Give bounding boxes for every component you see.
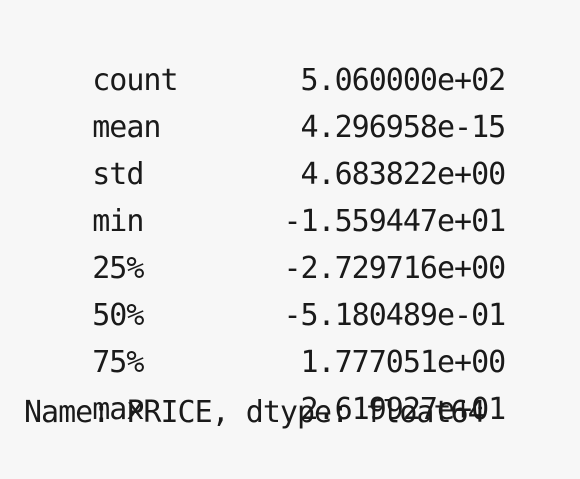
stat-label: 50%	[92, 298, 144, 333]
stat-label: mean	[92, 110, 161, 145]
stat-row-75: 75% 1.777051e+00	[24, 294, 506, 380]
stat-value: 4.296958e-15	[300, 110, 507, 145]
stat-label: max	[92, 392, 144, 427]
stat-value: 5.060000e+02	[300, 63, 507, 98]
stat-label: std	[92, 157, 144, 192]
stat-row-25: 25% -2.729716e+00	[24, 200, 506, 286]
stat-value: -1.559447e+01	[283, 204, 506, 239]
stat-value: -5.180489e-01	[283, 298, 506, 333]
describe-output: count 5.060000e+02 mean 4.296958e-15 std 4.…	[24, 12, 507, 430]
stat-label: count	[92, 63, 178, 98]
stat-row-max: max 2.619927e+01	[24, 341, 506, 427]
stat-value: -2.729716e+00	[283, 251, 506, 286]
series-footer: Name: PRICE, dtype: float64	[24, 395, 486, 430]
stat-label: 25%	[92, 251, 144, 286]
stat-row-50: 50% -5.180489e-01	[24, 247, 506, 333]
stat-row-std: std 4.683822e+00	[24, 106, 506, 192]
stat-value: 1.777051e+00	[300, 345, 507, 380]
stat-label: 75%	[92, 345, 144, 380]
stat-row-min: min -1.559447e+01	[24, 153, 506, 239]
stat-row-count: count 5.060000e+02	[24, 12, 506, 98]
stat-value: 4.683822e+00	[300, 157, 507, 192]
stat-value: 2.619927e+01	[300, 392, 507, 427]
stat-row-mean: mean 4.296958e-15	[24, 59, 506, 145]
stat-label: min	[92, 204, 144, 239]
